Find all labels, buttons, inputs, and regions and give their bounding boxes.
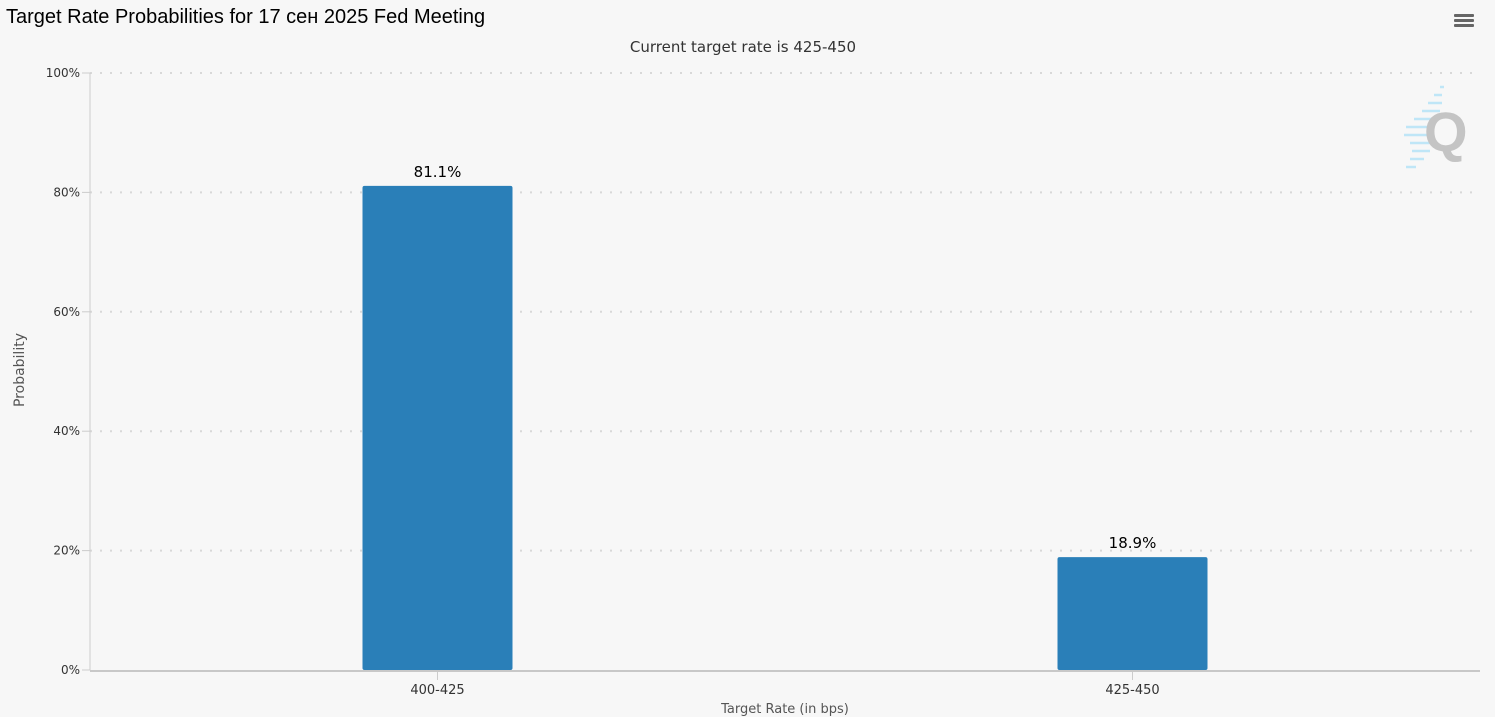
watermark-text: Q (1424, 100, 1468, 163)
y-tick-label: 60% (53, 305, 80, 319)
chart-subtitle: Current target rate is 425-450 (629, 38, 857, 56)
bar-425-450 (1057, 557, 1208, 670)
data-label: 18.9% (1109, 534, 1157, 552)
chart-title: Target Rate Probabilities for 17 сен 202… (6, 6, 486, 28)
y-tick-label: 20% (53, 544, 80, 558)
data-label: 81.1% (414, 163, 462, 181)
y-tick-label: 0% (61, 663, 80, 677)
hamburger-menu-icon[interactable] (1452, 12, 1476, 32)
y-tick-label: 80% (53, 185, 80, 199)
x-tick-label: 425-450 (1105, 683, 1159, 698)
y-tick-label: 40% (53, 424, 80, 438)
x-tick-label: 400-425 (410, 683, 464, 698)
y-tick-label: 100% (46, 66, 80, 80)
bar-400-425 (362, 185, 513, 670)
watermark-logo: Q (1404, 85, 1468, 169)
